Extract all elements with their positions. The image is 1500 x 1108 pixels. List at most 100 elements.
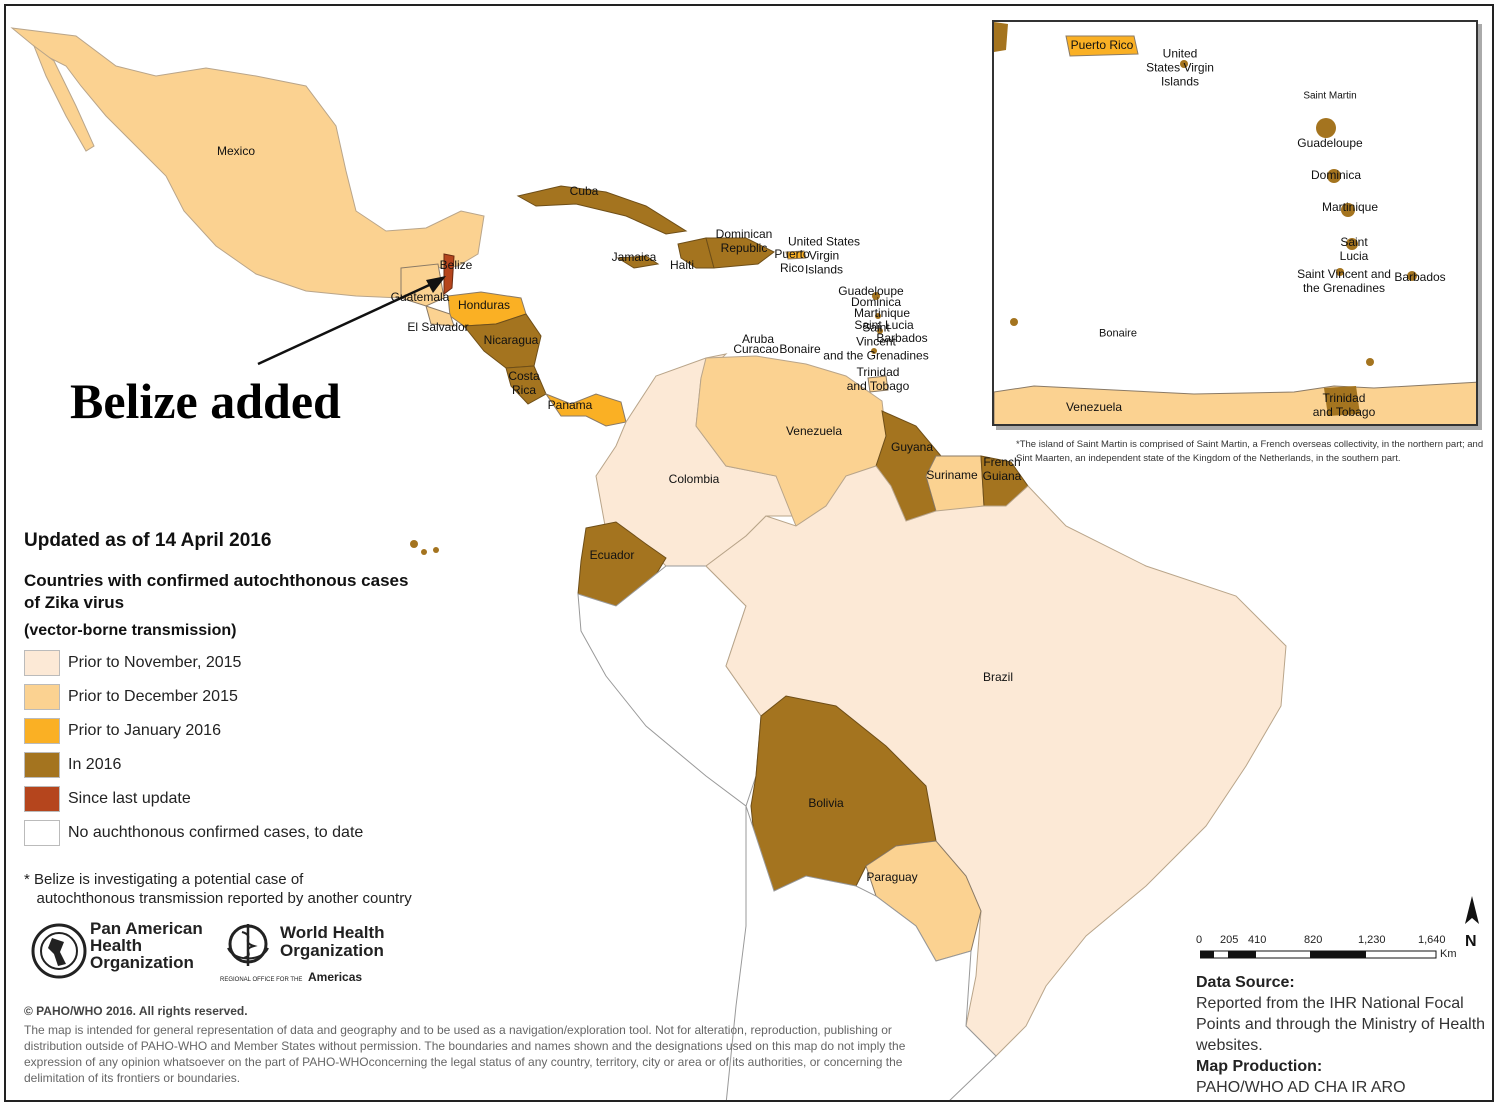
scale-bar: 0 205 410 820 1,230 1,640 Km	[1196, 934, 1476, 974]
legend-label: In 2016	[68, 756, 122, 773]
copyright: © PAHO/WHO 2016. All rights reserved.	[24, 1004, 248, 1018]
legend-item: No auchthonous confirmed cases, to date	[24, 816, 484, 850]
scale-tick: 1,230	[1358, 934, 1386, 946]
inset-island	[1010, 318, 1018, 326]
region-cuba	[516, 185, 688, 235]
inset-label-barbados: Barbados	[1394, 270, 1446, 285]
who-name: World Health Organization	[280, 924, 385, 960]
legend-label: Prior to January 2016	[68, 722, 221, 739]
inset-island	[1180, 60, 1188, 68]
legend-swatch	[24, 786, 60, 812]
inset-island	[1366, 358, 1374, 366]
inset-label-dominica: Dominica	[1310, 168, 1362, 183]
disclaimer: The map is intended for general represen…	[24, 1023, 906, 1085]
who-region-small: REGIONAL OFFICE FOR THE	[220, 977, 303, 983]
region-guatemala	[400, 263, 445, 307]
label-barbados: Barbados	[876, 331, 928, 346]
data-source-text: Reported from the IHR National Focal Poi…	[1196, 995, 1486, 1054]
label-curacao: Curacao	[733, 342, 779, 357]
map-production-text: PAHO/WHO AD CHA IR ARO	[1196, 1079, 1406, 1096]
inset-label-puerto-rico: Puerto Rico	[1070, 38, 1134, 53]
label-saint-vincent: Saint Vincent and the Grenadines	[823, 320, 929, 362]
inset-label-usvi: United States Virgin Islands	[1146, 46, 1214, 88]
label-martinique: Martinique	[853, 306, 911, 321]
north-arrow-icon: N	[1461, 894, 1483, 957]
label-belize: Belize	[439, 258, 473, 273]
who-region: Americas	[308, 970, 363, 984]
scale-tick: 1,640	[1418, 934, 1446, 946]
scale-bar-graphic	[1200, 950, 1437, 959]
inset-label-saint-lucia: Saint Lucia	[1339, 235, 1369, 263]
belize-note: * Belize is investigating a potential ca…	[24, 871, 412, 907]
legend-swatch	[24, 684, 60, 710]
label-aruba: Aruba	[741, 332, 775, 347]
caribbean-inset: Puerto Rico United States Virgin Islands…	[992, 20, 1478, 426]
inset-island	[1327, 169, 1341, 183]
region-lesser-antilles	[877, 328, 883, 334]
legend-swatch	[24, 820, 60, 846]
region-lesser-antilles	[875, 313, 881, 319]
inset-island	[1407, 271, 1417, 281]
scale-tick: 820	[1304, 934, 1323, 946]
label-suriname: Suriname	[926, 468, 978, 483]
label-cuba: Cuba	[569, 184, 599, 199]
scale-tick: 0	[1196, 934, 1203, 946]
legend-item: Prior to November, 2015	[24, 646, 484, 680]
label-mexico: Mexico	[216, 144, 256, 159]
inset-trinidad	[1324, 386, 1360, 416]
label-saint-lucia: Saint Lucia	[854, 318, 914, 333]
label-panama: Panama	[547, 398, 593, 413]
legend: Updated as of 14 April 2016 Countries wi…	[24, 530, 484, 850]
inset-canvas	[994, 22, 1476, 424]
region-dominican-republic	[705, 237, 775, 269]
label-dominican-republic: Dominican Republic	[715, 227, 773, 255]
legend-title: Countries with confirmed autochthonous c…	[24, 571, 409, 612]
label-haiti: Haiti	[669, 258, 695, 273]
who-name-line: World Health	[280, 923, 385, 942]
region-lesser-antilles	[871, 348, 877, 354]
region-nicaragua	[463, 313, 542, 369]
label-venezuela: Venezuela	[785, 424, 843, 439]
inset-label-martinique: Martinique	[1321, 200, 1379, 215]
callout-arrow	[257, 279, 439, 366]
data-source-heading: Data Source:	[1196, 974, 1295, 991]
legend-swatch	[24, 752, 60, 778]
label-ecuador: Ecuador	[589, 548, 635, 563]
region-galapagos	[433, 547, 439, 553]
label-nicaragua: Nicaragua	[483, 333, 539, 348]
callout-arrowhead	[426, 276, 446, 293]
who-region-line: REGIONAL OFFICE FOR THE Americas	[220, 970, 362, 984]
region-galapagos	[421, 549, 427, 555]
inset-island	[1346, 238, 1358, 250]
legend-swatch	[24, 718, 60, 744]
inset-hispaniola	[994, 22, 1008, 52]
region-suriname	[925, 455, 985, 512]
belize-added-callout: Belize added	[70, 373, 341, 429]
label-guadeloupe: Guadeloupe	[838, 284, 904, 299]
label-french-guiana: French Guiana	[982, 455, 1022, 483]
legend-subtitle: (vector-borne transmission)	[24, 622, 237, 639]
map-production-heading: Map Production:	[1196, 1058, 1323, 1075]
label-bolivia: Bolivia	[808, 796, 844, 811]
legend-item: In 2016	[24, 748, 484, 782]
label-brazil: Brazil	[982, 670, 1014, 685]
label-guatemala: Guatemala	[390, 290, 450, 305]
region-puerto-rico	[785, 250, 807, 260]
scale-tick: 410	[1248, 934, 1267, 946]
inset-label-guadeloupe: Guadeloupe	[1297, 136, 1363, 151]
region-mexico	[10, 27, 485, 299]
inset-label-saint-vincent: Saint Vincent and the Grenadines	[1297, 267, 1391, 295]
map-canvas	[10, 27, 1287, 1100]
label-el-salvador: El Salvador	[407, 320, 469, 335]
inset-puerto-rico	[1065, 35, 1139, 57]
inset-label-saint-martin: Saint Martin	[1303, 90, 1357, 102]
inset-island	[1336, 268, 1344, 276]
region-lesser-antilles	[872, 292, 880, 300]
region-belize	[443, 253, 455, 295]
inset-island	[1341, 203, 1355, 217]
label-dominica: Dominica	[850, 295, 902, 310]
label-trinidad: Trinidad and Tobago	[846, 365, 910, 393]
scale-unit: Km	[1440, 948, 1457, 960]
map-frame: Mexico Belize Guatemala Honduras El Salv…	[4, 4, 1494, 1102]
legend-label: No auchthonous confirmed cases, to date	[68, 824, 364, 841]
